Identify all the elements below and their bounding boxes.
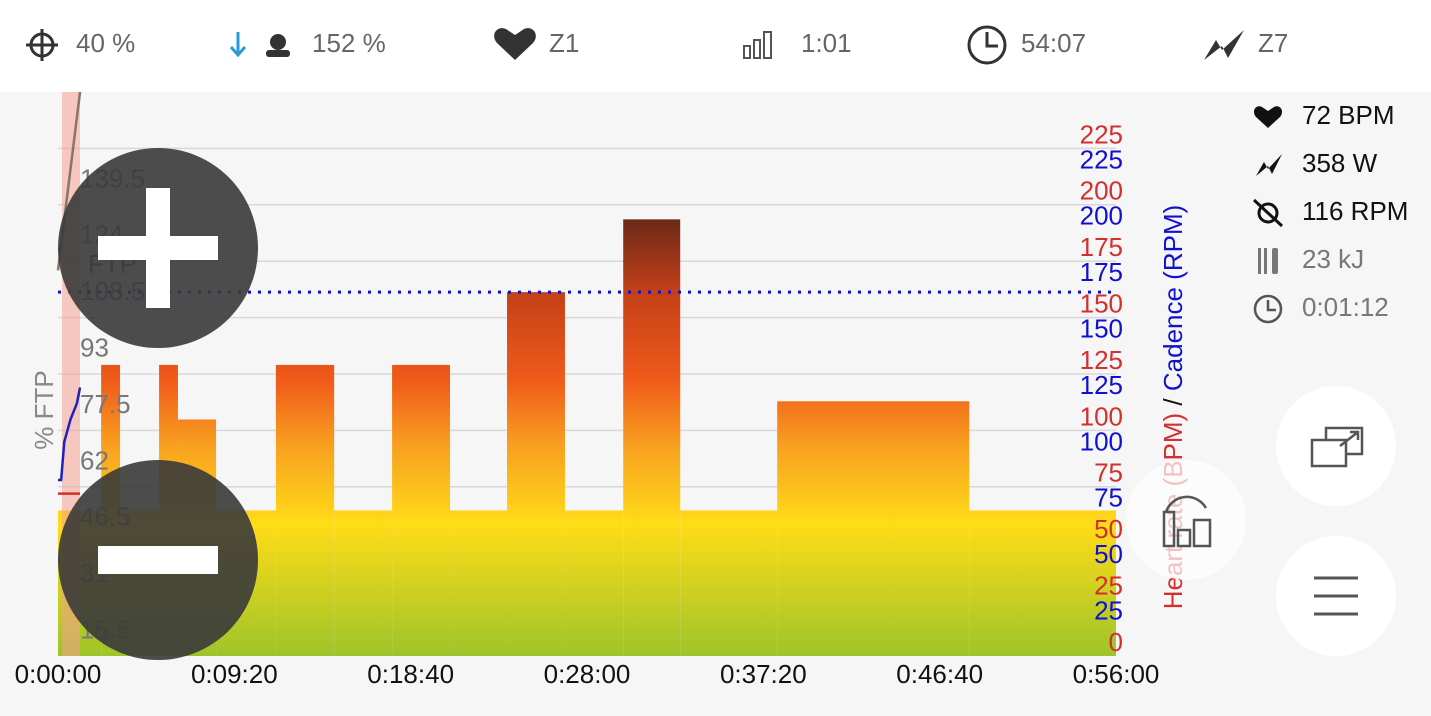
bar — [450, 510, 508, 656]
bar — [623, 219, 681, 656]
status-text: 40 % — [76, 28, 135, 58]
icon-clock — [967, 25, 1007, 65]
bar — [392, 364, 451, 656]
y2-tick-label: 100 — [1080, 401, 1123, 431]
x-tick-label: 0:46:40 — [896, 659, 983, 689]
bar — [969, 510, 1116, 656]
y2-tick-label: 225 — [1080, 119, 1123, 149]
y3-tick-label: 125 — [1080, 370, 1123, 400]
x-tick-label: 0:28:00 — [544, 659, 631, 689]
icon-power — [1204, 30, 1244, 60]
y3-tick-label: 75 — [1094, 483, 1123, 513]
y3-tick-label: 200 — [1080, 201, 1123, 231]
y2-tick-label: 25 — [1094, 570, 1123, 600]
y-tick-label: 77.5 — [80, 389, 131, 419]
x-tick-label: 0:09:20 — [191, 659, 278, 689]
y2-tick-label: 50 — [1094, 514, 1123, 544]
icon-clock — [1253, 294, 1283, 324]
y3-tick-label: 25 — [1094, 595, 1123, 625]
rotate-button[interactable] — [1126, 460, 1246, 580]
status-bar: 40 % 152 % Z1 1:01 54:07 Z7 — [26, 25, 1288, 65]
y3-tick-label: 150 — [1080, 313, 1123, 343]
icon-power — [1256, 154, 1282, 176]
y2-tick-label: 150 — [1080, 288, 1123, 318]
x-tick-label: 0:00:00 — [15, 659, 102, 689]
icon-energy — [1258, 248, 1278, 274]
x-tick-label: 0:37:20 — [720, 659, 807, 689]
bar — [777, 401, 970, 656]
stat-text: 23 kJ — [1302, 244, 1364, 274]
x-tick-label: 0:18:40 — [367, 659, 454, 689]
axis-title-part: Cadence (RPM) — [1158, 205, 1188, 391]
stat-text: 116 RPM — [1302, 196, 1408, 226]
y2-tick-label: 0 — [1109, 627, 1123, 657]
y2-tick-label: 75 — [1094, 458, 1123, 488]
icon-cadence — [1252, 198, 1284, 228]
stat-text: 72 BPM — [1302, 100, 1395, 130]
icon-heart — [494, 28, 536, 60]
bar — [564, 510, 624, 656]
icon-rider — [266, 34, 290, 57]
zoom-in-button[interactable] — [58, 148, 258, 348]
bar — [680, 510, 778, 656]
y2-tick-label: 125 — [1080, 345, 1123, 375]
icon-target — [26, 29, 58, 61]
icon-levels — [743, 31, 772, 59]
stat-text: 358 W — [1302, 148, 1378, 178]
popout-button[interactable] — [1276, 386, 1396, 506]
y-tick-label: 93 — [80, 332, 109, 362]
zoom-out-button[interactable] — [58, 460, 258, 660]
y2-tick-label: 175 — [1080, 232, 1123, 262]
icon-heart — [1253, 106, 1283, 128]
y3-tick-label: 225 — [1080, 144, 1123, 174]
axis-title-part: / — [1158, 391, 1188, 405]
y2-tick-label: 200 — [1080, 176, 1123, 206]
y-axis-title: % FTP — [29, 370, 59, 449]
bar — [275, 364, 335, 656]
y-tick-label: 62 — [80, 445, 109, 475]
x-tick-label: 0:56:00 — [1073, 659, 1160, 689]
menu-button[interactable] — [1276, 536, 1396, 656]
icon-down — [229, 32, 247, 58]
side-stats: 72 BPM 358 W 116 RPM 23 kJ 0:01:12 — [1252, 100, 1408, 324]
bar — [507, 292, 565, 656]
stat-text: 0:01:12 — [1302, 292, 1389, 322]
status-text: Z1 — [549, 28, 579, 58]
bar — [334, 510, 393, 656]
y3-tick-label: 100 — [1080, 426, 1123, 456]
y3-tick-label: 50 — [1094, 539, 1123, 569]
status-text: 1:01 — [801, 28, 852, 58]
status-text: 54:07 — [1021, 28, 1086, 58]
status-text: Z7 — [1258, 28, 1288, 58]
series-line — [58, 387, 82, 482]
status-text: 152 % — [312, 28, 386, 58]
y3-tick-label: 175 — [1080, 257, 1123, 287]
